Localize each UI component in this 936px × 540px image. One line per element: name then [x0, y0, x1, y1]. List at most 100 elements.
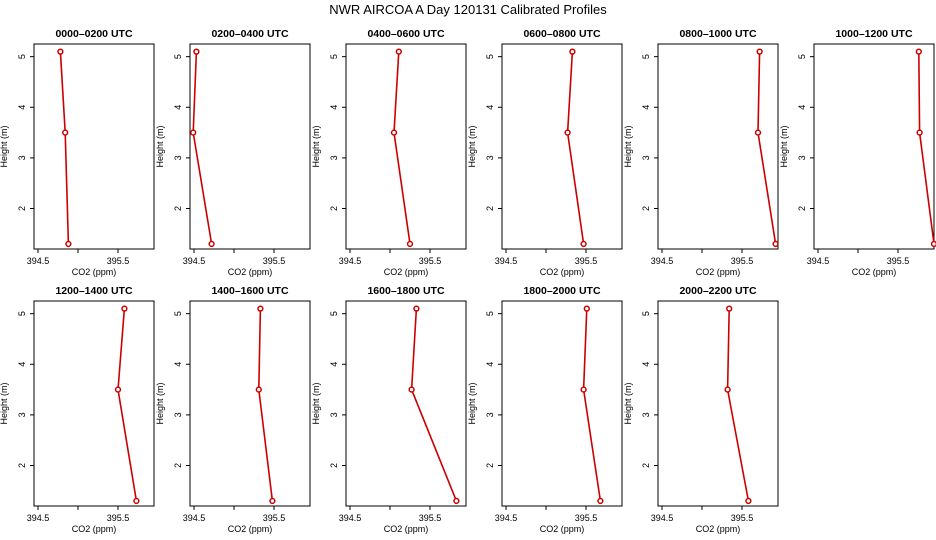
panel-10-ytick-label: 4: [485, 362, 495, 367]
panel-6-title: 1000–1200 UTC: [835, 28, 912, 40]
panel-3-ytick-label: 3: [329, 155, 339, 160]
panel-1: 0000–0200 UTC 394.5 395.5 2 3 4 5 CO2 (ppm) Heig…: [0, 28, 155, 277]
panel-1-frame: [33, 43, 155, 250]
panel-3-profile-line: [393, 51, 411, 245]
panel-2-title: 0200–0400 UTC: [211, 28, 288, 40]
panel-5-ytick-label: 4: [641, 105, 651, 110]
panel-1-point-2: [62, 129, 69, 136]
panel-4-xtick-label: 394.5: [495, 256, 518, 266]
panel-9-xtick-label: 394.5: [339, 513, 362, 523]
panel-6-point-1: [930, 240, 936, 248]
panel-11-ylabel: Height (m): [623, 382, 633, 424]
panel-9-ytick-label: 2: [329, 463, 339, 468]
panel-8-frame: [189, 300, 311, 507]
panel-2-frame: [189, 43, 311, 250]
panel-8-xtick-label: 395.5: [263, 513, 286, 523]
panel-3-ytick-label: 5: [329, 54, 339, 59]
panel-10-point-2: [580, 386, 587, 393]
panel-5-profile-line: [757, 51, 777, 245]
panel-8-ytick-label: 5: [173, 311, 183, 316]
panel-9-profile-line: [410, 308, 458, 502]
panel-7-ytick-label: 2: [17, 463, 27, 468]
panel-6-profile-line: [918, 51, 935, 245]
panel-1-point-1: [65, 240, 72, 248]
panel-1-ytick-label: 4: [17, 105, 27, 110]
panel-7-ytick-label: 5: [17, 311, 27, 316]
panel-2-point-3: [193, 48, 200, 55]
panel-2-xtick-label: 395.5: [263, 256, 286, 266]
panel-2-ytick-label: 4: [173, 105, 183, 110]
panel-5-xtick-label: 394.5: [651, 256, 674, 266]
panel-4-point-1: [580, 240, 587, 248]
panel-7-xlabel: CO2 (ppm): [72, 524, 117, 534]
panel-5-xtick-label: 395.5: [731, 256, 754, 266]
panel-10-ylabel: Height (m): [467, 382, 477, 424]
panel-1-ylabel: Height (m): [0, 125, 9, 167]
panel-3-title: 0400–0600 UTC: [367, 28, 444, 40]
panel-9-point-2: [408, 386, 415, 393]
panel-11-point-2: [724, 386, 731, 393]
panel-1-xtick-label: 394.5: [27, 256, 50, 266]
panel-2-point-2: [190, 129, 197, 136]
panel-1-profile-line: [59, 51, 70, 244]
panel-9: 1600–1800 UTC 394.5 395.5 2 3 4 5 CO2 (ppm) Heig…: [311, 285, 467, 534]
panel-10-ytick-label: 3: [485, 412, 495, 417]
panels-grid: 0000–0200 UTC 394.5 395.5 2 3 4 5 CO2 (ppm) Heig…: [0, 28, 936, 534]
panel-7-point-3: [121, 305, 128, 312]
panel-7-point-2: [114, 386, 122, 393]
panel-11-point-3: [726, 305, 733, 312]
panel-6-point-2: [916, 129, 923, 136]
panel-5-title: 0800–1000 UTC: [679, 28, 756, 40]
panel-7-frame: [33, 300, 155, 507]
panel-11-xtick-label: 394.5: [651, 513, 674, 523]
panel-8-point-1: [269, 497, 276, 505]
panel-9-ytick-label: 5: [329, 311, 339, 316]
panel-4-ytick-label: 2: [485, 206, 495, 211]
panel-2-point-1: [208, 240, 215, 248]
panel-4-ytick-label: 3: [485, 155, 495, 160]
panel-9-xlabel: CO2 (ppm): [384, 524, 429, 534]
panel-4-title: 0600–0800 UTC: [523, 28, 600, 40]
panel-11-ytick-label: 2: [641, 463, 651, 468]
panel-8-ytick-label: 4: [173, 362, 183, 367]
panel-4-point-3: [569, 48, 576, 55]
panel-1-title: 0000–0200 UTC: [55, 28, 132, 40]
panel-10-xtick-label: 394.5: [495, 513, 518, 523]
panel-9-frame: [345, 300, 467, 507]
panel-6-ylabel: Height (m): [779, 125, 789, 167]
panel-3-ytick-label: 2: [329, 206, 339, 211]
panel-7-ytick-label: 4: [17, 362, 27, 367]
panel-8-point-2: [255, 386, 262, 393]
panel-9-title: 1600–1800 UTC: [367, 285, 444, 297]
panel-8: 1400–1600 UTC 394.5 395.5 2 3 4 5 CO2 (ppm) Heig…: [155, 285, 311, 534]
panel-3-xlabel: CO2 (ppm): [384, 267, 429, 277]
panel-8-profile-line: [257, 308, 274, 501]
panel-2-ytick-label: 3: [173, 155, 183, 160]
panel-11-point-1: [745, 497, 752, 505]
panel-5-point-3: [756, 48, 763, 55]
panel-3-frame: [345, 43, 467, 250]
panel-10-profile-line: [582, 308, 602, 502]
panel-10-title: 1800–2000 UTC: [523, 285, 600, 297]
panel-11-xlabel: CO2 (ppm): [696, 524, 741, 534]
panel-10-point-3: [583, 305, 590, 312]
panel-10-ytick-label: 5: [485, 311, 495, 316]
panel-3-point-1: [406, 240, 414, 248]
panel-10-xtick-label: 395.5: [575, 513, 598, 523]
panel-2-xtick-label: 394.5: [183, 256, 206, 266]
panel-5-ylabel: Height (m): [623, 125, 633, 167]
panel-8-ytick-label: 3: [173, 412, 183, 417]
panel-7-ylabel: Height (m): [0, 382, 9, 424]
panel-9-ytick-label: 4: [329, 362, 339, 367]
panel-6-ytick-label: 3: [797, 155, 807, 160]
panel-4-ytick-label: 5: [485, 54, 495, 59]
panel-7-xtick-label: 394.5: [27, 513, 50, 523]
panel-2-ylabel: Height (m): [155, 125, 165, 167]
panel-4-point-2: [564, 129, 571, 136]
panel-2-profile-line: [192, 51, 213, 245]
panel-4-profile-line: [566, 51, 585, 245]
panel-5-xlabel: CO2 (ppm): [696, 267, 741, 277]
panel-10: 1800–2000 UTC 394.5 395.5 2 3 4 5 CO2 (ppm) Heig…: [467, 285, 623, 534]
panel-8-ytick-label: 2: [173, 463, 183, 468]
